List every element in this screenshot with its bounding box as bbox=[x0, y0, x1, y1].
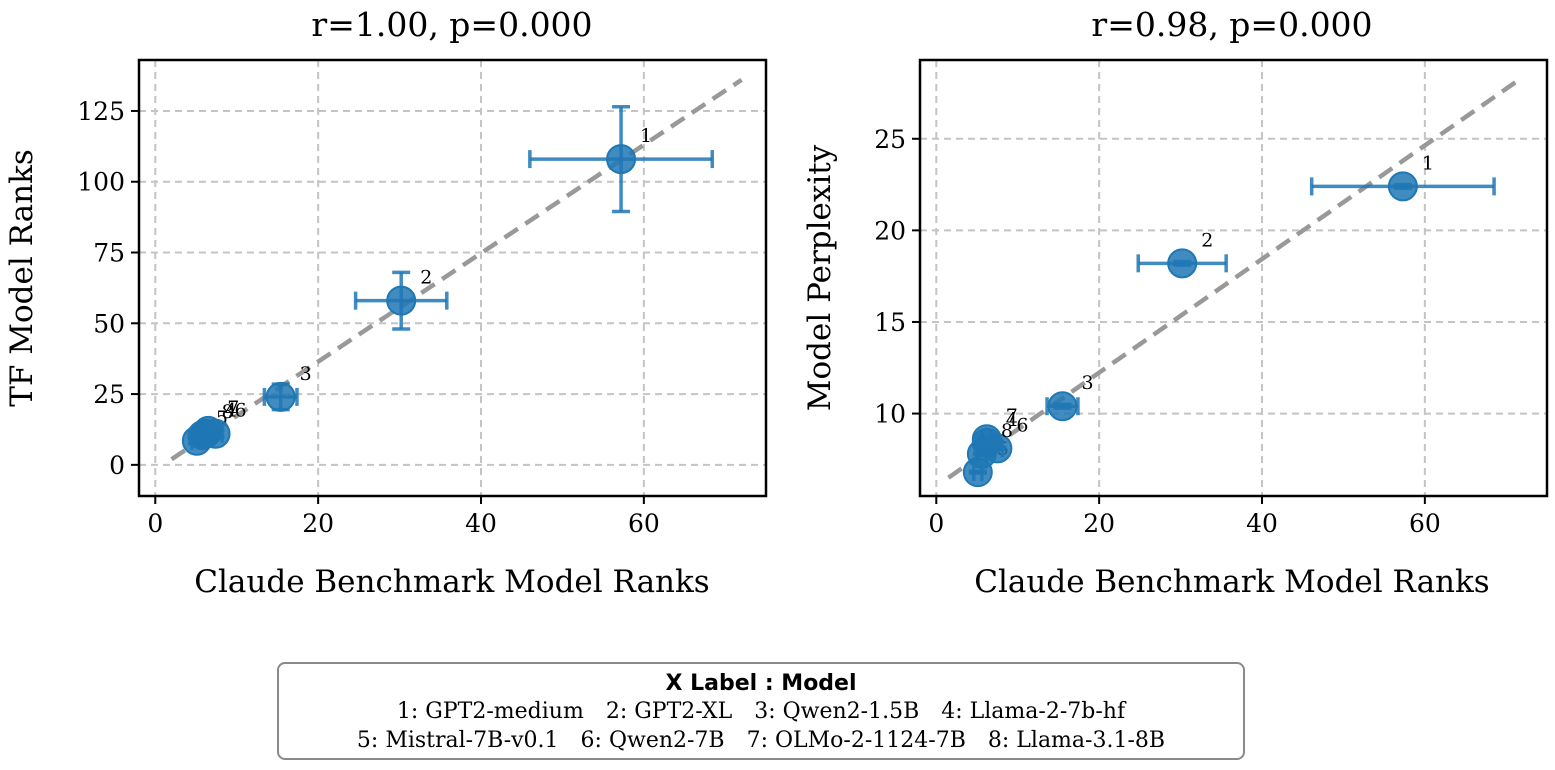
chart-2-marker-1 bbox=[1387, 171, 1418, 202]
chart-1-ytick-label-1: 25 bbox=[93, 380, 125, 409]
legend-entry-2: 2: GPT2-XL bbox=[605, 699, 733, 724]
chart-1-marker-3 bbox=[265, 381, 296, 412]
chart-2-frame bbox=[918, 58, 1549, 498]
chart-2-label-8: 8 bbox=[1001, 420, 1013, 442]
legend-title: X Label : Model bbox=[665, 671, 857, 696]
legend-entry-5: 5: Mistral-7B-v0.1 bbox=[356, 728, 559, 753]
legend-row-2: 5: Mistral-7B-v0.1 6: Qwen2-7B 7: OLMo-2-1… bbox=[279, 726, 1243, 755]
chart-1-marker-8 bbox=[187, 420, 218, 451]
chart-2-xtick-label-0: 0 bbox=[928, 509, 944, 538]
chart-2-trend-line bbox=[947, 78, 1520, 480]
chart-2-ytick-label-2: 20 bbox=[874, 216, 906, 245]
chart-1-label-1: 1 bbox=[640, 125, 652, 147]
chart-1-label-6: 6 bbox=[235, 400, 247, 422]
chart-2-xlabel: Claude Benchmark Model Ranks bbox=[974, 564, 1489, 600]
chart-1-label-3: 3 bbox=[300, 363, 312, 385]
chart-1-marker-1 bbox=[606, 144, 637, 175]
chart-2-ylabel: Model Perplexity bbox=[802, 144, 838, 411]
chart-1-ytick-label-0: 0 bbox=[109, 451, 125, 480]
chart-1-frame bbox=[137, 58, 768, 498]
chart-2-label-3: 3 bbox=[1082, 372, 1094, 394]
chart-1-xtick-label-2: 40 bbox=[465, 509, 497, 538]
chart-1-label-8: 8 bbox=[222, 401, 234, 423]
chart-2-ytick-label-0: 10 bbox=[874, 400, 906, 429]
legend-entry-4: 4: Llama-2-7b-hf bbox=[941, 699, 1126, 724]
chart-1-point-1: 1 bbox=[528, 104, 715, 214]
chart-2-point-3: 3 bbox=[1045, 372, 1094, 422]
chart-2-point-8: 8 bbox=[966, 420, 1013, 469]
legend-entry-3: 3: Qwen2-1.5B bbox=[754, 699, 920, 724]
chart-1-label-7: 7 bbox=[227, 397, 239, 419]
chart-1-ytick-label-3: 75 bbox=[93, 239, 125, 268]
chart-2-marker-3 bbox=[1047, 391, 1078, 422]
chart-1-title: r=1.00, p=0.000 bbox=[311, 5, 592, 44]
chart-1-xtick-label-3: 60 bbox=[628, 509, 660, 538]
legend-entry-6: 6: Qwen2-7B bbox=[580, 728, 725, 753]
chart-1-ytick-label-5: 125 bbox=[77, 97, 125, 126]
legend-entry-7: 7: OLMo-2-1124-7B bbox=[746, 728, 966, 753]
chart-2-ytick-label-3: 25 bbox=[874, 125, 906, 154]
chart-1-point-3: 3 bbox=[262, 363, 312, 412]
chart-1-ytick-label-4: 100 bbox=[77, 168, 125, 197]
chart-1-xtick-label-0: 0 bbox=[147, 509, 163, 538]
chart-2: 12345678020406010152025r=0.98, p=0.000Cl… bbox=[802, 5, 1549, 600]
legend-entry-8: 8: Llama-3.1-8B bbox=[987, 728, 1166, 753]
chart-1-label-2: 2 bbox=[420, 267, 432, 289]
chart-2-point-2: 2 bbox=[1136, 229, 1228, 279]
chart-2-label-6: 6 bbox=[1016, 414, 1028, 436]
chart-2-label-7: 7 bbox=[1006, 405, 1018, 427]
chart-2-title: r=0.98, p=0.000 bbox=[1091, 5, 1372, 44]
chart-2-label-1: 1 bbox=[1422, 152, 1434, 174]
chart-2-marker-8 bbox=[966, 438, 997, 469]
chart-2-ytick-label-1: 15 bbox=[874, 308, 906, 337]
chart-1-ytick-label-2: 50 bbox=[93, 309, 125, 338]
chart-1-point-2: 2 bbox=[353, 267, 449, 331]
chart-2-marker-2 bbox=[1167, 248, 1198, 279]
chart-1-label-4: 4 bbox=[225, 400, 237, 422]
chart-1-point-8: 8 bbox=[187, 401, 234, 451]
chart-1-trend-line bbox=[170, 77, 743, 462]
chart-2-label-4: 4 bbox=[1006, 409, 1018, 431]
chart-1-marker-2 bbox=[386, 285, 417, 316]
chart-1-xtick-label-1: 20 bbox=[302, 509, 334, 538]
chart-2-point-1: 1 bbox=[1309, 152, 1496, 202]
legend: X Label : Model 1: GPT2-medium 2: GPT2-XL… bbox=[277, 662, 1245, 760]
chart-2-xtick-label-2: 40 bbox=[1246, 509, 1278, 538]
legend-row-1: 1: GPT2-medium 2: GPT2-XL 3: Qwen2-1.5B 4: … bbox=[279, 697, 1243, 726]
chart-1-ylabel: TF Model Ranks bbox=[4, 149, 40, 407]
chart-2-xtick-label-3: 60 bbox=[1409, 509, 1441, 538]
chart-1-xlabel: Claude Benchmark Model Ranks bbox=[194, 564, 709, 600]
legend-entry-1: 1: GPT2-medium bbox=[396, 699, 584, 724]
chart-2-xtick-label-1: 20 bbox=[1083, 509, 1115, 538]
chart-2-label-2: 2 bbox=[1201, 229, 1213, 251]
